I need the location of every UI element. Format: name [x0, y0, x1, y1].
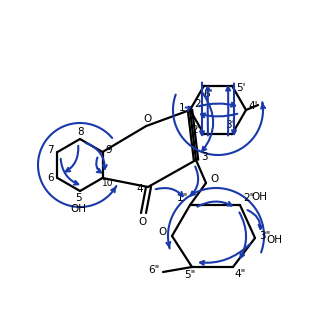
Text: 5: 5 [75, 193, 81, 203]
Text: 2": 2" [243, 193, 255, 203]
Text: 5": 5" [184, 270, 196, 280]
Text: 1": 1" [176, 193, 188, 203]
Text: 7: 7 [47, 145, 54, 155]
Text: 4: 4 [137, 184, 143, 194]
Text: 6': 6' [203, 89, 213, 99]
Text: OH: OH [70, 204, 86, 214]
Text: O: O [158, 227, 166, 237]
Text: 4": 4" [234, 269, 246, 279]
Text: 10: 10 [102, 179, 113, 188]
Text: 1: 1 [179, 103, 185, 113]
Text: 6: 6 [47, 173, 54, 183]
Text: 3: 3 [201, 152, 207, 162]
Text: OH: OH [266, 235, 282, 245]
Text: 2: 2 [195, 99, 201, 109]
Text: OH: OH [251, 192, 267, 202]
Text: O: O [138, 217, 146, 227]
Text: 2': 2' [191, 125, 201, 135]
Text: 6": 6" [148, 265, 160, 275]
Text: 9: 9 [105, 145, 112, 155]
Text: O: O [143, 114, 151, 124]
Text: O: O [210, 174, 218, 184]
Text: 3": 3" [259, 231, 271, 241]
Text: 8: 8 [78, 127, 84, 137]
Text: 3': 3' [225, 120, 235, 130]
Text: 4': 4' [248, 101, 258, 111]
Text: 5': 5' [236, 83, 246, 93]
